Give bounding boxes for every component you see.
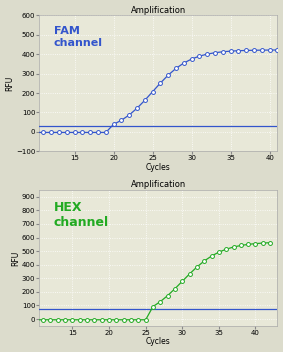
Title: Amplification: Amplification <box>131 180 186 189</box>
X-axis label: Cycles: Cycles <box>146 163 171 172</box>
Text: FAM
channel: FAM channel <box>54 26 103 48</box>
Y-axis label: RFU: RFU <box>6 76 14 91</box>
Y-axis label: RFU: RFU <box>11 250 20 265</box>
Title: Amplification: Amplification <box>131 6 186 14</box>
X-axis label: Cycles: Cycles <box>146 338 171 346</box>
Text: HEX
channel: HEX channel <box>54 201 109 229</box>
